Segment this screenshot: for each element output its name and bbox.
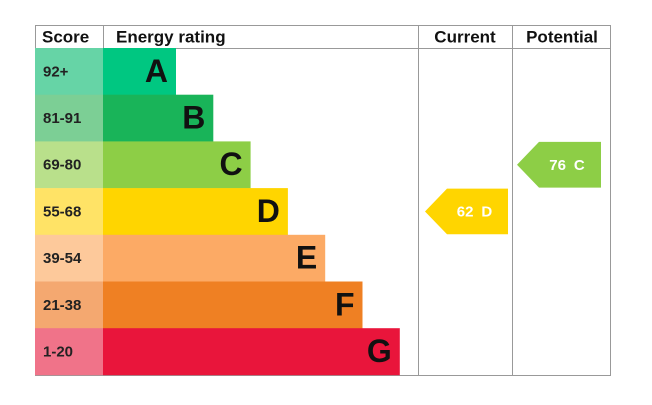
score-label: 69-80 (43, 157, 81, 174)
potential-label: 76 C (549, 157, 585, 174)
rating-bar (103, 281, 363, 329)
score-label: 39-54 (43, 250, 82, 267)
header-score: Score (42, 27, 89, 46)
score-cell (35, 48, 103, 95)
current-score: 62 (457, 203, 474, 220)
rating-letter: A (145, 53, 168, 89)
header-potential: Potential (526, 27, 598, 46)
rating-bar (103, 94, 214, 142)
rating-bar (103, 234, 326, 282)
rating-letter: E (296, 240, 317, 276)
rating-bar (103, 188, 288, 236)
header-current: Current (434, 27, 496, 46)
rating-bar (103, 328, 400, 376)
current-arrow (425, 188, 508, 235)
rating-letter: C (219, 146, 242, 182)
header-rating: Energy rating (116, 27, 226, 46)
score-label: 92+ (43, 63, 69, 80)
current-label: 62 D (457, 203, 493, 220)
current-letter: D (481, 203, 492, 220)
rating-letter: D (257, 193, 280, 229)
rating-letter: G (367, 333, 392, 369)
score-cell (35, 328, 103, 376)
score-label: 21-38 (43, 297, 81, 314)
rating-letter: B (182, 100, 205, 136)
score-cell (35, 281, 103, 329)
potential-letter: C (574, 157, 585, 174)
rating-bar (103, 141, 251, 189)
score-cell (35, 94, 103, 142)
score-cell (35, 188, 103, 236)
rating-bar (103, 48, 176, 95)
potential-score: 76 (549, 157, 566, 174)
potential-arrow (517, 141, 601, 188)
score-label: 1-20 (43, 344, 73, 361)
score-cell (35, 141, 103, 189)
rating-letter: F (335, 286, 355, 322)
score-cell (35, 234, 103, 282)
score-label: 81-91 (43, 110, 81, 127)
score-label: 55-68 (43, 203, 81, 220)
